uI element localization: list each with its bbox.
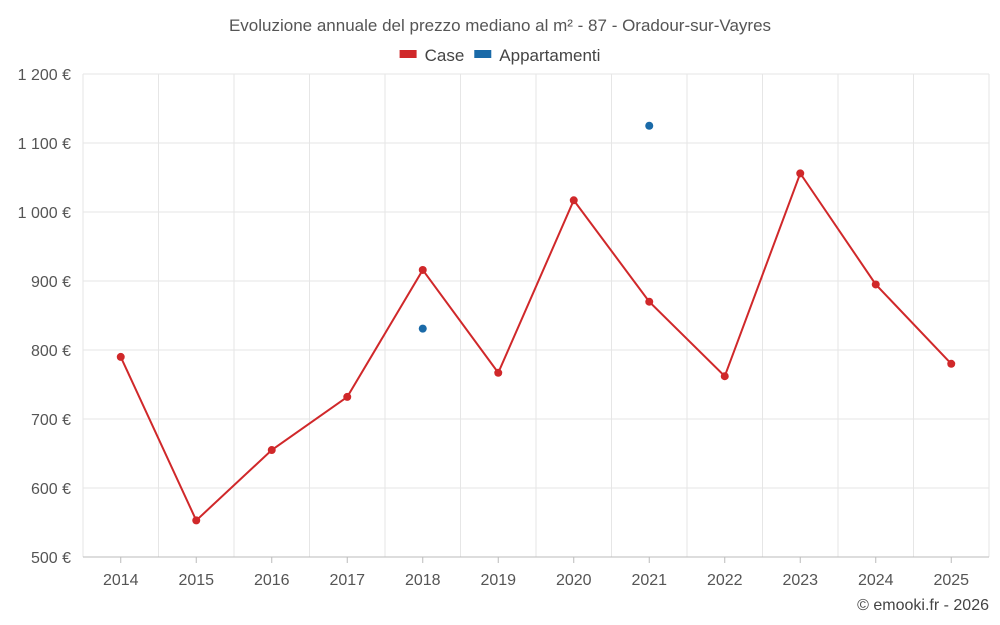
credit-text: © emooki.fr - 2026: [857, 597, 989, 614]
data-point[interactable]: [494, 368, 503, 377]
x-tick-label: 2021: [631, 572, 667, 589]
legend-label: Appartamenti: [499, 46, 600, 65]
data-point[interactable]: [569, 196, 578, 205]
legend-swatch: [399, 50, 417, 58]
grid: [82, 73, 990, 558]
data-point[interactable]: [267, 446, 276, 455]
data-point[interactable]: [645, 121, 654, 130]
data-point[interactable]: [418, 265, 427, 274]
x-tick-label: 2019: [480, 572, 516, 589]
data-point[interactable]: [871, 280, 880, 289]
y-tick-label: 800 €: [31, 343, 71, 360]
y-tick-label: 1 200 €: [18, 67, 71, 84]
y-tick-label: 700 €: [31, 412, 71, 429]
series-line: [119, 171, 952, 523]
x-tick-label: 2018: [405, 572, 441, 589]
y-tick-label: 900 €: [31, 274, 71, 291]
y-tick-label: 1 000 €: [18, 205, 71, 222]
data-point[interactable]: [192, 516, 201, 525]
legend-label: Case: [425, 46, 465, 65]
data-point[interactable]: [418, 324, 427, 333]
x-tick-label: 2014: [103, 572, 139, 589]
legend-swatch: [474, 50, 492, 58]
data-point[interactable]: [720, 372, 729, 381]
data-point[interactable]: [947, 359, 956, 368]
x-tick-label: 2023: [782, 572, 818, 589]
y-tick-label: 600 €: [31, 481, 71, 498]
data-point[interactable]: [796, 169, 805, 178]
legend-item-appartamenti[interactable]: Appartamenti: [474, 46, 600, 65]
series-case: [116, 169, 956, 525]
series-appartamenti: [418, 121, 654, 333]
legend-item-case[interactable]: Case: [399, 46, 465, 65]
chart-title: Evoluzione annuale del prezzo mediano al…: [229, 16, 771, 35]
x-tick-label: 2020: [556, 572, 592, 589]
x-tick-label: 2016: [254, 572, 290, 589]
x-tick-label: 2024: [858, 572, 894, 589]
data-point[interactable]: [116, 352, 125, 361]
y-tick-label: 1 100 €: [18, 136, 71, 153]
legend[interactable]: Case Appartamenti: [399, 46, 601, 65]
x-tick-label: 2017: [329, 572, 365, 589]
data-point[interactable]: [645, 297, 654, 306]
x-tick-label: 2022: [707, 572, 743, 589]
x-tick-label: 2015: [178, 572, 214, 589]
x-tick-label: 2025: [933, 572, 969, 589]
data-point[interactable]: [343, 392, 352, 401]
axes: 500 € 600 € 700 € 800 € 900 € 1 000 € 1 100 € 1…: [18, 67, 989, 589]
y-tick-label: 500 €: [31, 550, 71, 567]
series-layer: [116, 121, 956, 525]
